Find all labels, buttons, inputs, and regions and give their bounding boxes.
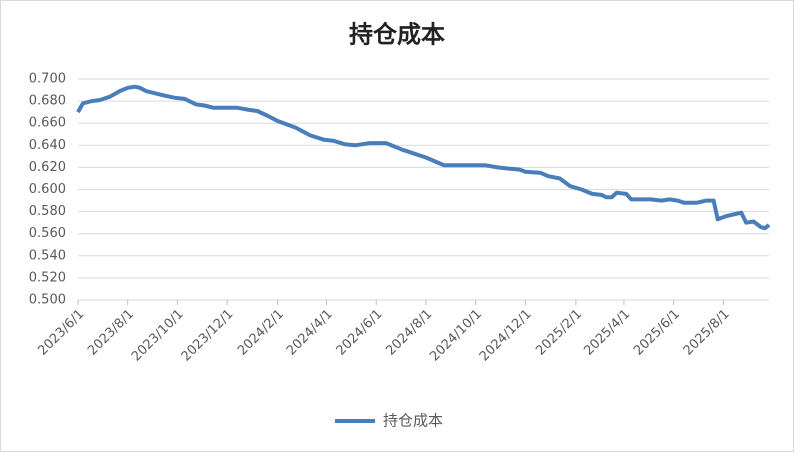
y-tick-label: 0.540 [29,248,66,263]
legend-label: 持仓成本 [383,412,443,430]
y-tick-label: 0.520 [29,270,66,285]
y-tick-label: 0.620 [29,160,66,175]
y-tick-label: 0.700 [29,72,66,87]
data-line [76,84,771,231]
y-tick-label: 0.500 [29,293,66,308]
chart-title: 持仓成本 [349,20,445,49]
y-tick-label: 0.560 [29,226,66,241]
y-tick-label: 0.660 [29,116,66,131]
y-tick-label: 0.640 [29,138,66,153]
y-tick-label: 0.680 [29,94,66,109]
y-tick-label: 0.600 [29,182,66,197]
y-tick-label: 0.580 [29,204,66,219]
